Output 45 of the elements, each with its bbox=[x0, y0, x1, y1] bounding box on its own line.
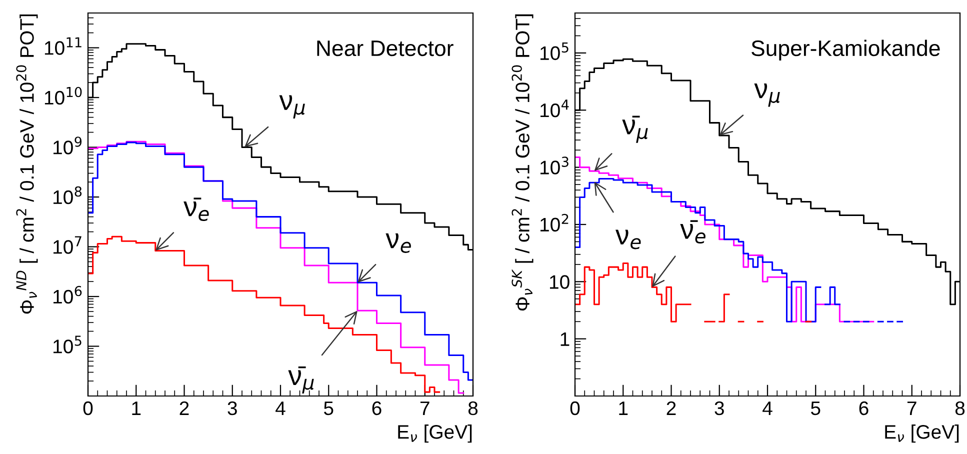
y-tick-label: 10$^{5}$ bbox=[540, 42, 568, 60]
annotation: ν$_{μ}$ bbox=[754, 83, 780, 107]
y-tick-label: 10$^{8}$ bbox=[54, 186, 82, 204]
y-tick-label: 1 bbox=[560, 332, 570, 346]
y-tick-label: 10$^{10}$ bbox=[44, 86, 82, 105]
x-tick-label: 5 bbox=[324, 402, 334, 416]
y-tick-label: 10$^{2}$ bbox=[540, 214, 568, 232]
x-tick-label: 6 bbox=[372, 401, 382, 416]
y-tick-label: 10$^{5}$ bbox=[54, 336, 82, 354]
x-tick-label: 7 bbox=[907, 402, 916, 415]
y-tick-label: 10$^{4}$ bbox=[540, 100, 569, 118]
x-tick-label: 3 bbox=[714, 401, 724, 416]
y-tick-label: 10$^{7}$ bbox=[54, 236, 82, 254]
annotation: ν̄$_{μ}$ bbox=[622, 116, 648, 143]
y-tick-label: 10 bbox=[550, 275, 570, 289]
x-tick-label: 0 bbox=[83, 401, 93, 416]
x-tick-label: 6 bbox=[859, 401, 868, 416]
text: Super-Kamiokande bbox=[752, 40, 940, 61]
x-tick-label: 4 bbox=[762, 402, 772, 415]
x-tick-label: 4 bbox=[276, 402, 286, 415]
x-tick-label: 7 bbox=[420, 402, 430, 415]
y-tick-label: 10$^{9}$ bbox=[54, 136, 82, 154]
x-tick-label: 1 bbox=[132, 402, 141, 415]
y-tick-label: 10$^{11}$ bbox=[44, 37, 82, 55]
x-tick-label: 2 bbox=[666, 401, 676, 415]
x-tick-label: 3 bbox=[228, 401, 237, 416]
annotation: ν$_{e}$ bbox=[616, 230, 641, 250]
y-axis-title: Φ$_{ν}$$^{SK}$ [ / cm$^{2}$ / 0.1 GeV / 10$^{20}$ POT] bbox=[512, 14, 534, 311]
y-tick-label: 10$^{3}$ bbox=[540, 156, 568, 174]
annotation: ν̄$_{μ}$ bbox=[288, 366, 314, 394]
x-tick-label: 0 bbox=[570, 401, 580, 416]
x-axis-title: E$_{ν}$ [GeV] bbox=[398, 424, 472, 443]
y-axis-title: Φ$_{ν}$$^{ND}$ [ / cm$^{2}$ / 0.1 GeV / 10$^{20}$ POT] bbox=[16, 14, 38, 314]
y-tick-label: 10$^{6}$ bbox=[54, 286, 82, 304]
annotation: ν$_{e}$ bbox=[386, 233, 411, 253]
x-axis-title: E$_{ν}$ [GeV] bbox=[885, 424, 959, 443]
annotation: ν$_{μ}$ bbox=[279, 95, 305, 118]
x-tick-label: 5 bbox=[810, 402, 820, 416]
x-tick-label: 1 bbox=[619, 402, 628, 415]
x-tick-label: 8 bbox=[955, 401, 965, 416]
annotation: ν̄$_{e}$ bbox=[680, 220, 706, 244]
text: Near Detector bbox=[317, 40, 454, 56]
x-tick-label: 8 bbox=[468, 401, 478, 416]
annotation: ν̄$_{e}$ bbox=[184, 198, 209, 222]
x-tick-label: 2 bbox=[180, 401, 189, 415]
